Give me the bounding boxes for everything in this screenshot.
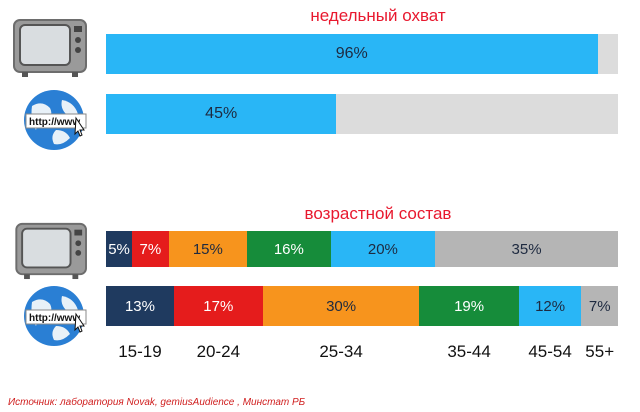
age-segment-35-44: 16% — [247, 231, 331, 267]
age-segment-55+: 35% — [435, 231, 618, 267]
age-segment-45-54: 20% — [330, 231, 436, 267]
reach-bar-internet: 45% — [106, 94, 618, 134]
age-tick-label: 25-34 — [319, 342, 363, 361]
age-bar-internet: 13% 17% 30% 19% 12% 7% — [106, 286, 618, 326]
globe-http-icon: http://www — [24, 90, 87, 150]
age-segment-15-19: 13% — [106, 286, 174, 326]
age-bar-tv: 5% 7% 15% 16% 20% 35% — [106, 231, 618, 267]
tv-icon — [15, 222, 87, 280]
reach-title: недельный охват — [310, 6, 446, 25]
age-segment-25-34: 30% — [262, 286, 420, 326]
age-segment-20-24: 17% — [173, 286, 263, 326]
age-title: возрастной состав — [304, 204, 452, 223]
reach-bar-fill: 96% — [106, 34, 598, 74]
globe-http-text: http://www — [29, 313, 80, 324]
age-tick-label: 15-19 — [118, 342, 162, 361]
globe-http-icon: http://www — [24, 286, 87, 346]
age-segment-20-24: 7% — [132, 231, 169, 267]
age-tick-label: 45-54 — [528, 342, 572, 361]
age-segment-55+: 7% — [581, 286, 618, 326]
tv-icon — [13, 19, 87, 77]
age-tick-label: 35-44 — [447, 342, 491, 361]
age-segment-25-34: 15% — [168, 231, 248, 267]
globe-http-text: http://www — [29, 117, 80, 128]
age-segment-35-44: 19% — [419, 286, 519, 326]
source-note: Источник: лаборатория Novak, gemiusAudie… — [8, 397, 306, 408]
age-segment-45-54: 12% — [518, 286, 582, 326]
age-tick-label: 55+ — [585, 342, 615, 361]
age-segment-15-19: 5% — [106, 231, 133, 267]
reach-bar-fill: 45% — [106, 94, 337, 134]
age-tick-label: 20-24 — [196, 342, 241, 361]
reach-bar-tv: 96% — [106, 34, 618, 74]
